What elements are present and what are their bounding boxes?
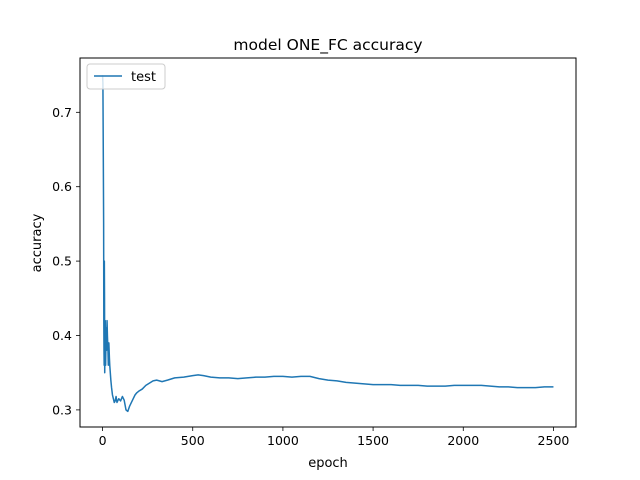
- x-tick-label: 0: [99, 433, 107, 448]
- chart-title: model ONE_FC accuracy: [233, 36, 422, 55]
- y-tick-label: 0.7: [52, 105, 72, 120]
- x-axis-title: epoch: [308, 456, 348, 471]
- x-tick-label: 1000: [267, 433, 299, 448]
- x-tick-label: 2000: [447, 433, 479, 448]
- y-tick-label: 0.4: [52, 328, 72, 343]
- y-axis: 0.3 0.4 0.5 0.6 0.7: [52, 105, 80, 417]
- x-tick-label: 2500: [538, 433, 570, 448]
- legend: test: [86, 63, 166, 90]
- plot-area: [79, 57, 577, 428]
- legend-label-test: test: [131, 70, 156, 85]
- x-tick-label: 500: [181, 433, 205, 448]
- legend-box: [86, 63, 166, 90]
- y-tick-label: 0.5: [52, 254, 72, 269]
- x-axis: 0 500 1000 1500 2000 2500: [99, 427, 570, 448]
- axes-frame: [79, 57, 577, 428]
- y-tick-label: 0.6: [52, 179, 72, 194]
- y-tick-label: 0.3: [52, 402, 72, 417]
- series-layer: [101, 75, 554, 413]
- y-axis-title: accuracy: [30, 213, 45, 272]
- series-line-test: [101, 75, 554, 413]
- x-tick-label: 1500: [357, 433, 389, 448]
